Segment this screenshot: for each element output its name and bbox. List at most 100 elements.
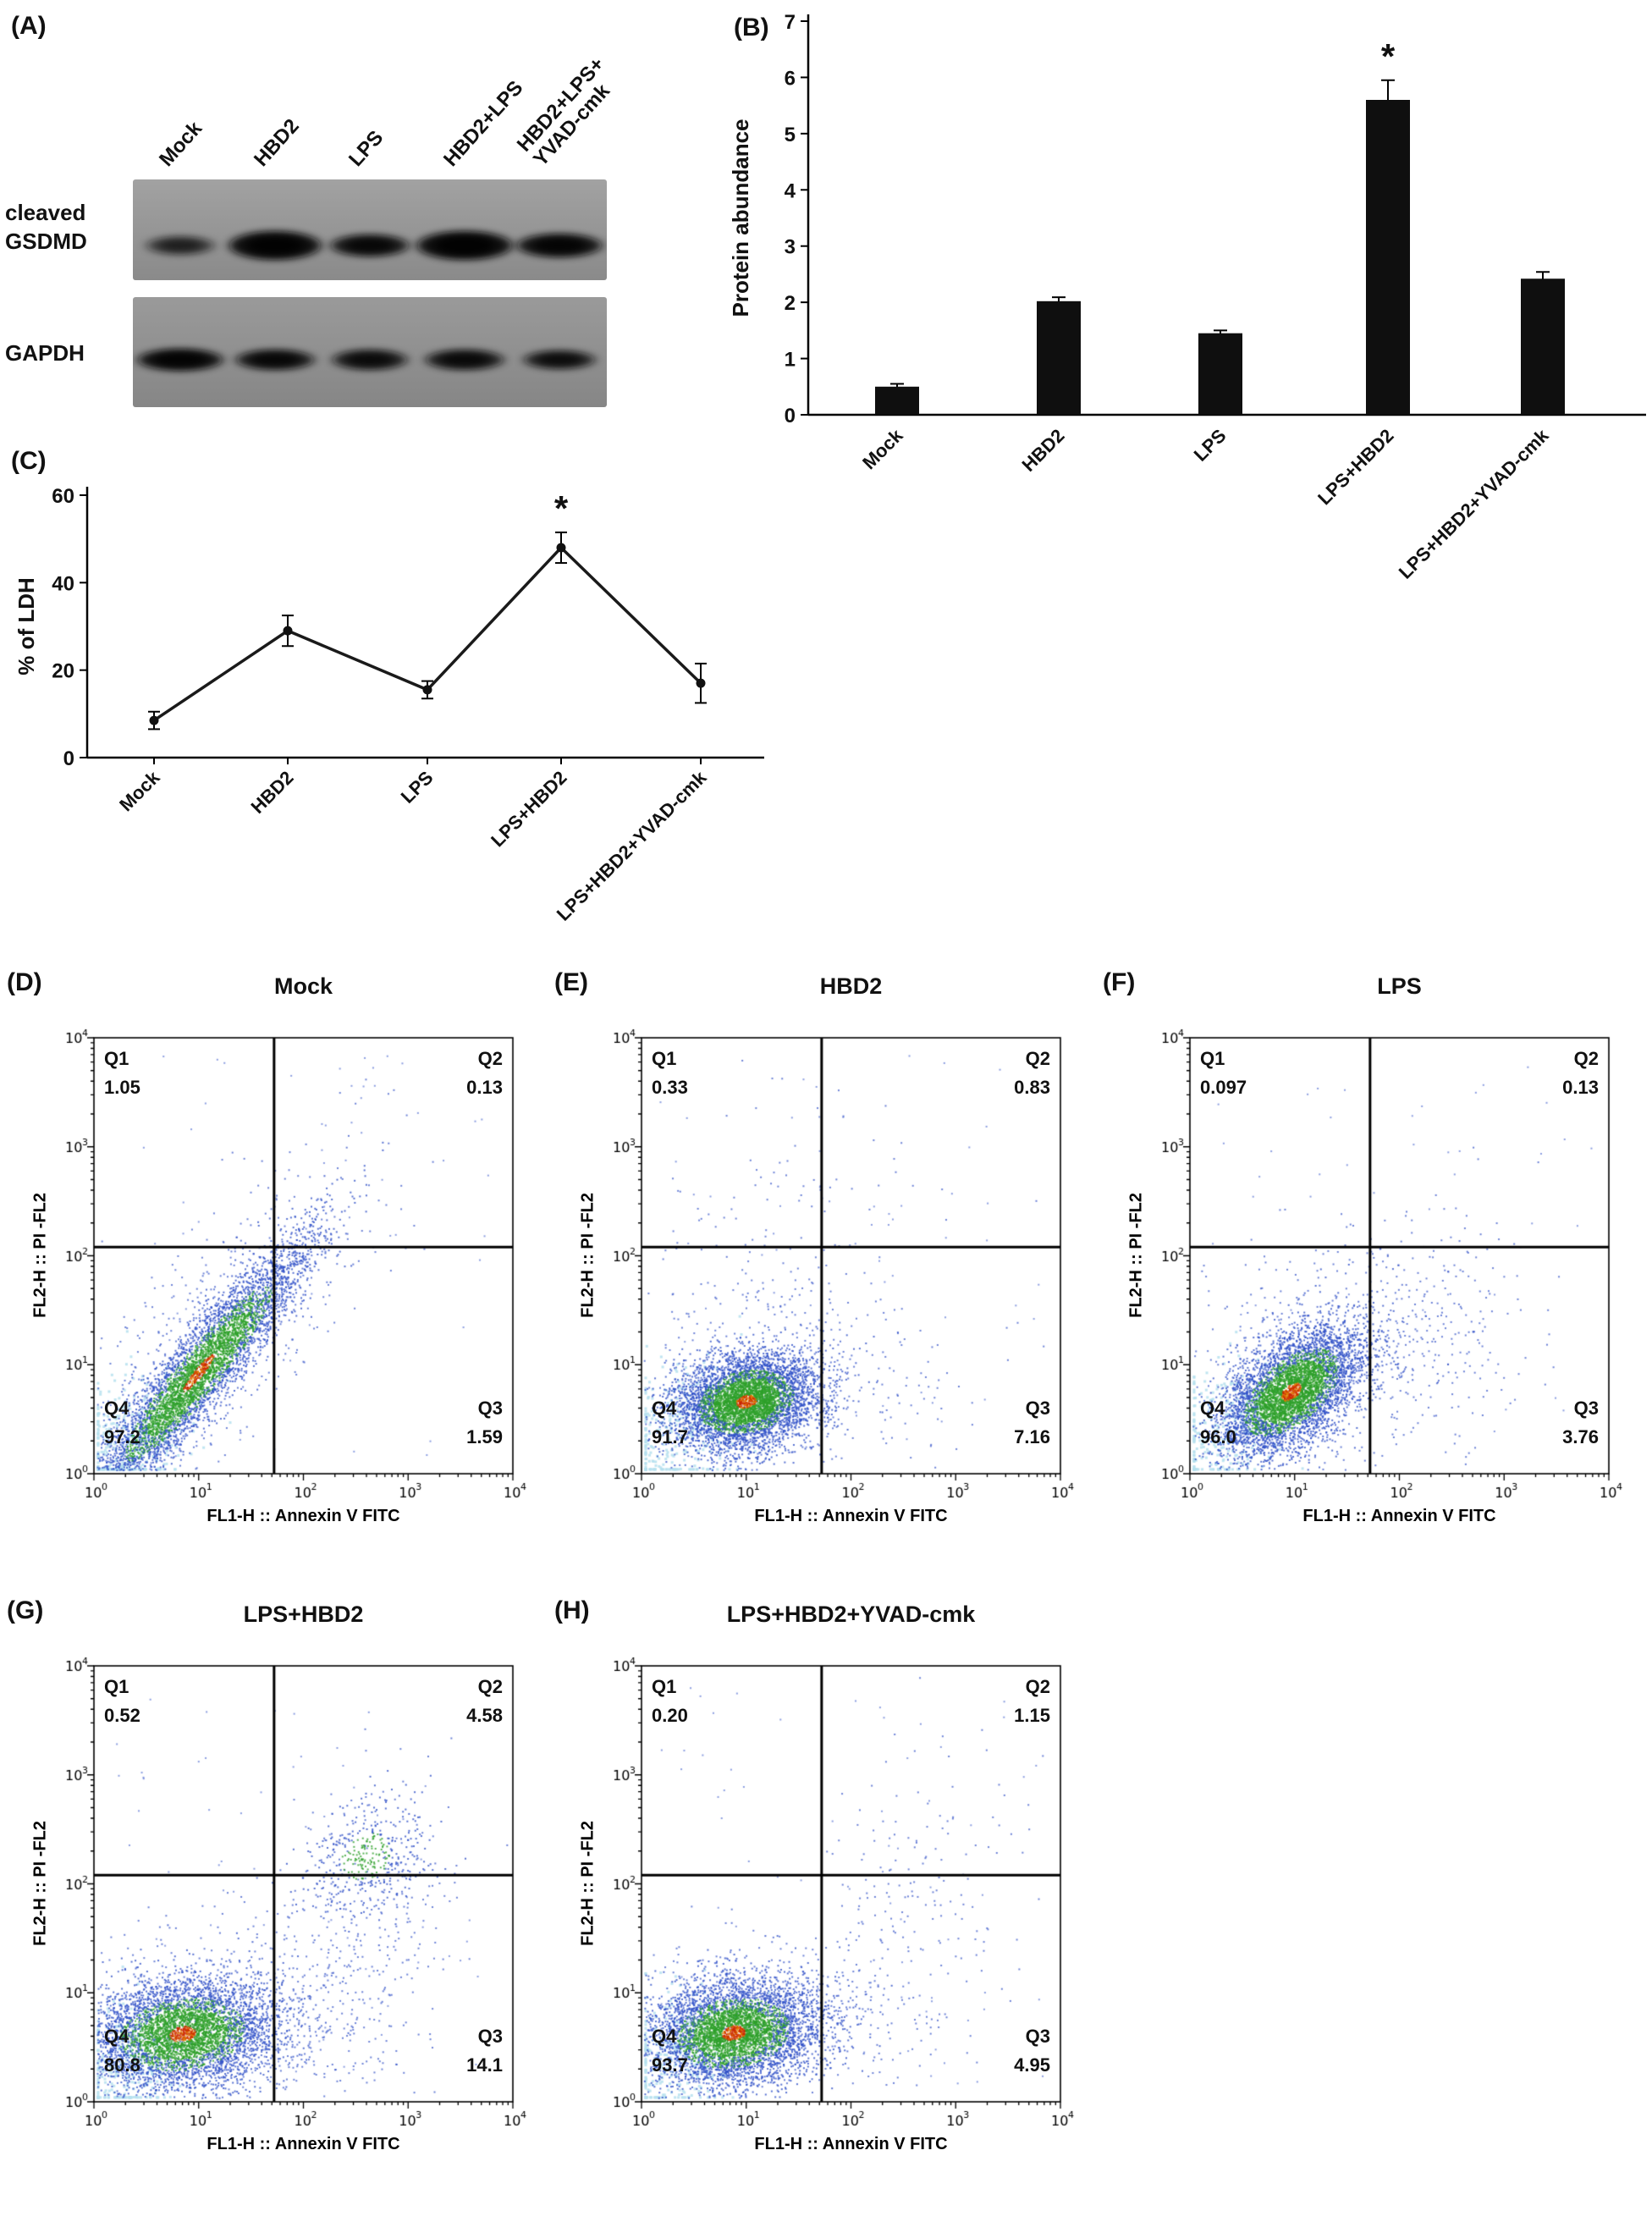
panel-b-bar-chart: (B) 0 1 2 3 4 5 6 7 Mock HBD2 LPS LPS+HBD2 LPS+HBD2+… <box>728 0 1652 618</box>
panel-f-label: (F) <box>1103 968 1136 996</box>
flow-x-axis-title: FL1-H :: Annexin V FITC <box>754 1507 948 1525</box>
panel-a-label: (A) <box>11 12 47 40</box>
flow-plot-canvas-lps <box>1132 1025 1632 1533</box>
quadrant-q4-value: 91.7 <box>652 1426 688 1447</box>
panel-e-label: (E) <box>554 968 588 996</box>
quadrant-q2-value: 0.13 <box>466 1077 503 1098</box>
panel-d-flow-mock: (D) Mock FL2-H :: PI -FL2 FL1-H :: Annex… <box>7 963 553 1560</box>
flow-x-axis-title: FL1-H :: Annexin V FITC <box>206 1507 400 1525</box>
blot-row-label-gapdh: GAPDH <box>5 340 85 366</box>
western-blot-cleaved-gsdmd <box>133 179 607 280</box>
bar <box>875 386 919 415</box>
quadrant-q4-label: Q4 <box>652 1398 677 1419</box>
quadrant-q4-value: 97.2 <box>104 1426 140 1447</box>
flow-y-axis-title: FL2-H :: PI -FL2 <box>30 1193 50 1318</box>
flow-plot-canvas-hbd2 <box>584 1025 1083 1533</box>
lane-label-lps: LPS <box>344 126 388 171</box>
panel-a-western-blot: (A) Mock HBD2 LPS HBD2+LPS HBD2+LPS+ YVA… <box>0 0 728 440</box>
y-tick-label: 1 <box>785 349 796 372</box>
western-blot-gapdh <box>133 297 607 407</box>
quadrant-q2-label: Q2 <box>477 1676 503 1697</box>
panel-d-title: Mock <box>273 973 333 999</box>
flow-plot-canvas-mock <box>36 1025 536 1533</box>
blot-band-core <box>250 353 300 367</box>
quadrant-q4-value: 93.7 <box>652 2054 688 2076</box>
quadrant-q1-value: 0.52 <box>104 1705 140 1726</box>
flow-x-axis-title: FL1-H :: Annexin V FITC <box>1302 1507 1496 1525</box>
bar <box>1366 100 1410 415</box>
quadrant-q3-label: Q3 <box>1025 1398 1050 1419</box>
panel-h-flow-lps-hbd2-yvad: (H) LPS+HBD2+YVAD-cmk FL2-H :: PI -FL2 F… <box>554 1591 1100 2188</box>
panel-f-flow-lps: (F) LPS FL2-H :: PI -FL2 FL1-H :: Annexi… <box>1103 963 1649 1560</box>
y-tick-label: 4 <box>785 179 796 202</box>
quadrant-q1-label: Q1 <box>652 1676 677 1697</box>
quadrant-q2-value: 0.13 <box>1562 1077 1599 1098</box>
significance-asterisk: * <box>554 488 569 528</box>
x-category-label: LPS+HBD2+YVAD-cmk <box>553 766 711 924</box>
panel-f-title: LPS <box>1377 973 1422 999</box>
y-axis-title: Protein abundance <box>728 119 753 317</box>
quadrant-q1-value: 1.05 <box>104 1077 140 1098</box>
flow-y-axis-title: FL2-H :: PI -FL2 <box>30 1821 50 1946</box>
panel-h-label: (H) <box>554 1596 590 1624</box>
x-category-label: LPS+HBD2 <box>487 767 570 851</box>
blot-band-core <box>536 353 583 367</box>
quadrant-q4-label: Q4 <box>104 1398 129 1419</box>
protein-abundance-bar-chart: 0 1 2 3 4 5 6 7 Mock HBD2 LPS LPS+HBD2LPS+HBD2+YVAD… <box>728 11 1646 583</box>
quadrant-q4-label: Q4 <box>104 2026 129 2047</box>
y-tick-label: 6 <box>785 67 796 90</box>
panel-h-title: LPS+HBD2+YVAD-cmk <box>726 1602 976 1627</box>
quadrant-q3-label: Q3 <box>1573 1398 1599 1419</box>
quadrant-q2-value: 4.58 <box>466 1705 503 1726</box>
lane-label-mock: Mock <box>155 117 207 171</box>
blot-membrane <box>133 179 607 280</box>
flow-y-axis-title: FL2-H :: PI -FL2 <box>578 1821 597 1946</box>
blot-band-core <box>531 237 587 254</box>
quadrant-q1-label: Q1 <box>104 1676 129 1697</box>
quadrant-q3-value: 14.1 <box>466 2054 503 2076</box>
quadrant-q2-label: Q2 <box>1025 1676 1050 1697</box>
quadrant-q3-label: Q3 <box>1025 2026 1050 2047</box>
y-tick-label: 7 <box>785 11 796 34</box>
blot-band-core <box>158 239 202 252</box>
y-tick-label: 3 <box>785 236 796 259</box>
x-category-label: LPS+HBD2 <box>1313 425 1397 509</box>
quadrant-q2-label: Q2 <box>1025 1048 1050 1069</box>
panel-e-title: HBD2 <box>819 973 883 999</box>
y-tick-label: 60 <box>52 485 74 508</box>
blot-row-label-cleaved: cleaved <box>5 200 86 225</box>
quadrant-q2-label: Q2 <box>1573 1048 1599 1069</box>
panel-g-title: LPS+HBD2 <box>243 1602 364 1627</box>
lane-label-hbd2-lps-yvad: HBD2+LPS+ YVAD-cmk <box>512 52 614 171</box>
y-tick-label: 5 <box>785 124 796 146</box>
flow-plot-canvas-lps-hbd2-yvad <box>584 1653 1083 2161</box>
blot-band-core <box>345 353 394 367</box>
flow-x-axis-title: FL1-H :: Annexin V FITC <box>206 2135 400 2153</box>
flow-y-axis-title: FL2-H :: PI -FL2 <box>1126 1193 1146 1318</box>
data-point <box>556 543 566 553</box>
ldh-release-line-chart: 0 20 40 60 Mock HBD2 LPS LPS+HBD2LPS+HBD2+YVAD-… <box>14 485 764 925</box>
blot-band-core <box>344 238 395 253</box>
y-tick-label: 0 <box>785 405 796 427</box>
quadrant-q3-value: 7.16 <box>1014 1426 1050 1447</box>
x-category-label: Mock <box>858 424 907 473</box>
y-axis-title: % of LDH <box>14 577 39 675</box>
x-category-label: LPS+HBD2+YVAD-cmk <box>1395 424 1553 582</box>
y-tick-label: 20 <box>52 660 74 683</box>
quadrant-q3-label: Q3 <box>477 2026 503 2047</box>
panel-d-label: (D) <box>7 968 42 996</box>
panel-g-flow-lps-hbd2: (G) LPS+HBD2 FL2-H :: PI -FL2 FL1-H :: A… <box>7 1591 553 2188</box>
x-category-label: Mock <box>115 766 164 815</box>
quadrant-q4-value: 80.8 <box>104 2054 140 2076</box>
flow-x-axis-title: FL1-H :: Annexin V FITC <box>754 2135 948 2153</box>
quadrant-q1-label: Q1 <box>1200 1048 1225 1069</box>
panel-b-label: (B) <box>734 14 769 41</box>
quadrant-q3-value: 4.95 <box>1014 2054 1050 2076</box>
flow-plot-canvas-lps-hbd2 <box>36 1653 536 2161</box>
data-point <box>283 626 293 636</box>
quadrant-q1-value: 0.33 <box>652 1077 688 1098</box>
lane-label-hbd2: HBD2 <box>250 114 304 171</box>
y-tick-label: 40 <box>52 572 74 595</box>
quadrant-q2-label: Q2 <box>477 1048 503 1069</box>
lane-label-hbd2-lps: HBD2+LPS <box>439 76 528 171</box>
